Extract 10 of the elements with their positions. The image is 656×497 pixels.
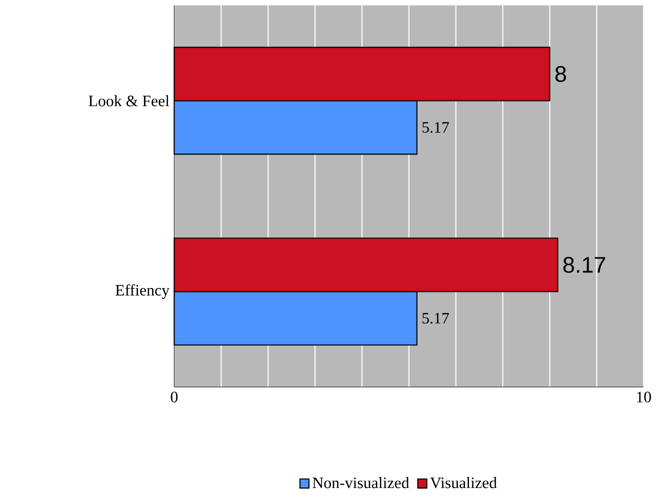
x-tick-label: 0	[170, 391, 178, 402]
y-tick-label: Effiency	[116, 284, 170, 299]
legend-label: Visualized	[430, 476, 497, 488]
legend-label: Non-visualized	[312, 476, 410, 488]
y-tick-label: Look & Feel	[88, 94, 170, 106]
data-label: 8.17	[563, 256, 606, 273]
data-label: 5.17	[422, 312, 449, 324]
x-tick-label: 10	[637, 391, 651, 402]
data-label: 8	[555, 66, 566, 82]
data-label: 5.17	[422, 122, 449, 133]
